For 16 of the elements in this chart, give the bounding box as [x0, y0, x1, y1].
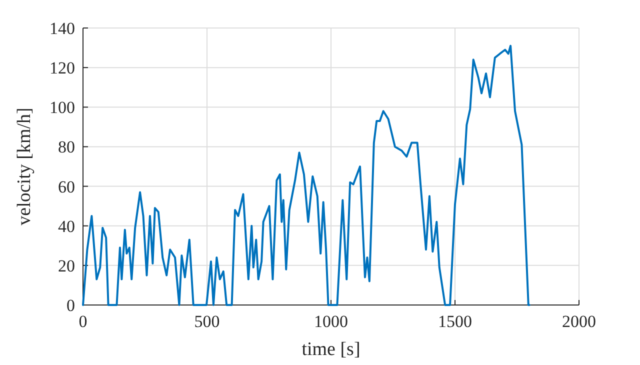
y-tick-label: 40 [58, 216, 75, 236]
x-tick-label: 500 [194, 312, 220, 331]
x-tick-label: 2000 [562, 312, 596, 331]
y-tick-label: 140 [50, 19, 75, 38]
y-tick-label: 0 [66, 296, 75, 315]
x-tick-label: 1000 [314, 312, 348, 331]
y-tick-label: 80 [58, 138, 75, 157]
x-axis-title: time [s] [302, 339, 360, 360]
y-tick-label: 120 [50, 58, 75, 78]
x-tick-label: 1500 [438, 312, 472, 331]
line-series [82, 44, 530, 306]
y-tick-label: 60 [58, 177, 75, 196]
x-tick-label: 0 [78, 312, 88, 331]
y-axis-title: velocity [km/h] [14, 108, 35, 226]
y-tick-label: 20 [58, 256, 75, 276]
y-tick-label: 100 [50, 98, 75, 118]
